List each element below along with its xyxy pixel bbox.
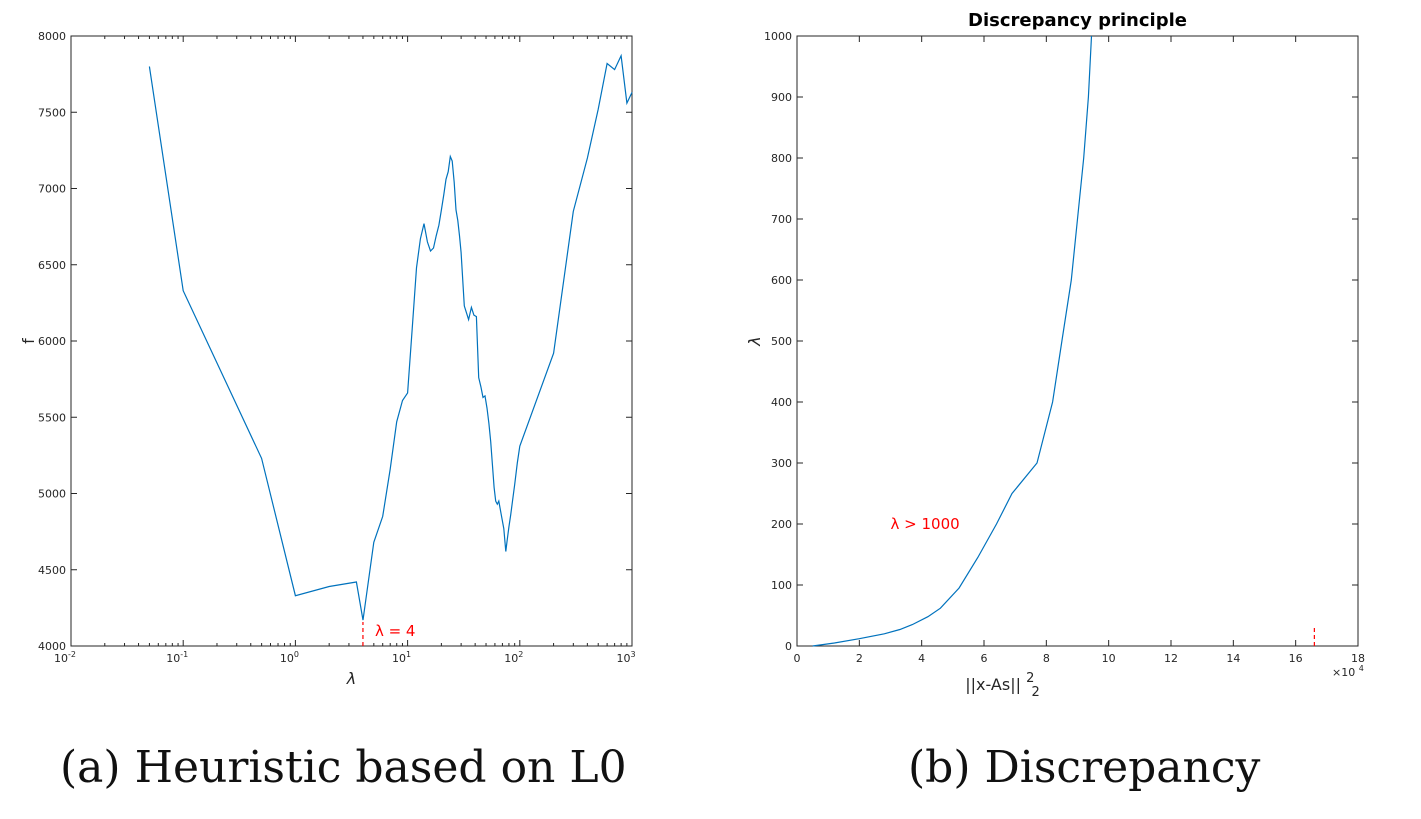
chart-right-ytick-label: 500 (771, 335, 792, 348)
chart-left-tick-labels: 10-2 10-1 100 101 102 103 4000 4500 5000 5500 6000… (38, 30, 636, 665)
chart-right-x-multiplier: ×10 4 (1332, 664, 1364, 679)
chart-right-ytick-label: 900 (771, 91, 792, 104)
chart-right-xtick-label: 16 (1289, 652, 1303, 665)
chart-left-ticks (70, 35, 633, 647)
chart-right-frame (796, 35, 1359, 647)
chart-left-ytick-label: 5000 (38, 488, 66, 501)
chart-left-ytick-label: 5500 (38, 411, 66, 424)
chart-left-xlabel: λ (346, 669, 356, 688)
chart-right-ytick-label: 300 (771, 457, 792, 470)
chart-right-ytick-label: 0 (785, 640, 792, 653)
chart-right-xtick-label: 2 (856, 652, 863, 665)
chart-right-x-multiplier-exp: 4 (1359, 664, 1364, 673)
chart-left-annotation-label: λ = 4 (375, 622, 416, 640)
chart-left: 10-2 10-1 100 101 102 103 4000 4500 5000 5500 6000… (19, 30, 636, 688)
chart-left-xtick-label: 103 (616, 650, 635, 665)
caption-b-text: Discrepancy (984, 742, 1261, 793)
chart-left-xtick-label: 101 (392, 650, 411, 665)
chart-right-ticks (796, 35, 1359, 647)
chart-left-ytick-label: 6500 (38, 259, 66, 272)
chart-right-ytick-label: 700 (771, 213, 792, 226)
chart-right: Discrepancy principle 0 2 4 6 8 10 12 14 16 18 0 10… (745, 10, 1365, 700)
chart-right-series-line (812, 35, 1093, 647)
chart-left-ytick-label: 7500 (38, 106, 66, 119)
chart-right-annotation-label: λ > 1000 (891, 515, 960, 533)
chart-left-ytick-label: 8000 (38, 30, 66, 43)
chart-right-xtick-label: 18 (1351, 652, 1365, 665)
chart-right-annotations: λ > 1000 (891, 515, 1315, 646)
caption-b-label: (b) (908, 742, 971, 793)
caption-a-text: Heuristic based on L0 (134, 742, 627, 793)
chart-right-ytick-label: 1000 (764, 30, 792, 43)
chart-right-xtick-label: 6 (981, 652, 988, 665)
chart-right-xtick-label: 0 (794, 652, 801, 665)
chart-right-ytick-label: 600 (771, 274, 792, 287)
chart-right-ylabel: λ (745, 336, 764, 346)
chart-left-ylabel: f (19, 338, 38, 344)
chart-left-xtick-label: 102 (504, 650, 523, 665)
chart-right-xtick-label: 8 (1043, 652, 1050, 665)
chart-left-ytick-label: 7000 (38, 183, 66, 196)
chart-left-ytick-label: 6000 (38, 335, 66, 348)
chart-right-xlabel: ||x-As|| 2 2 (965, 667, 1039, 700)
chart-right-xtick-label: 12 (1164, 652, 1178, 665)
chart-left-xtick-label: 100 (280, 650, 299, 665)
chart-right-tick-labels: 0 2 4 6 8 10 12 14 16 18 0 100 200 300 400 500 600 700 800… (764, 30, 1365, 665)
chart-left-annotations: λ = 4 (362, 622, 416, 646)
chart-left-xtick-label: 10-2 (54, 650, 76, 665)
chart-left-series-line (148, 53, 633, 621)
chart-right-title: Discrepancy principle (968, 10, 1187, 31)
chart-right-xtick-label: 10 (1102, 652, 1116, 665)
chart-right-xtick-label: 4 (918, 652, 925, 665)
chart-right-xlabel-base: ||x-As|| (965, 675, 1021, 694)
chart-right-xlabel-sub: 2 (1031, 685, 1039, 700)
chart-right-ytick-label: 800 (771, 152, 792, 165)
chart-right-ytick-label: 200 (771, 518, 792, 531)
chart-left-xtick-label: 10-1 (166, 650, 188, 665)
chart-left-ytick-label: 4000 (38, 640, 66, 653)
chart-left-ytick-label: 4500 (38, 564, 66, 577)
chart-right-ytick-label: 400 (771, 396, 792, 409)
chart-right-xlabel-sup: 2 (1026, 671, 1034, 686)
caption-a-label: (a) (60, 742, 121, 793)
chart-right-x-multiplier-base: ×10 (1332, 666, 1355, 679)
chart-right-xtick-label: 14 (1226, 652, 1240, 665)
caption-a: (a) Heuristic based on L0 (60, 742, 627, 793)
caption-b: (b) Discrepancy (908, 742, 1260, 793)
chart-right-ytick-label: 100 (771, 579, 792, 592)
chart-left-frame (70, 35, 633, 647)
